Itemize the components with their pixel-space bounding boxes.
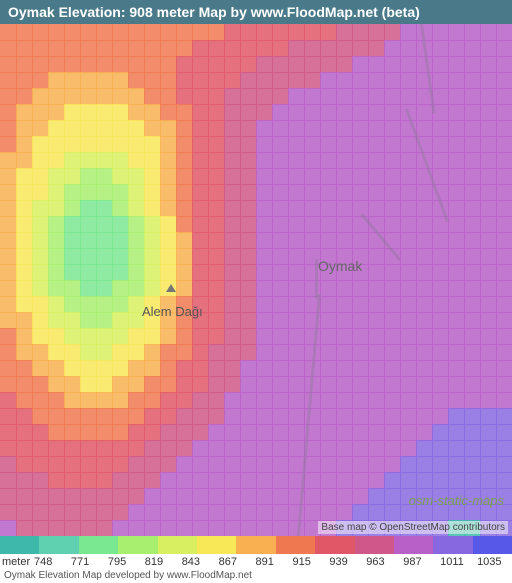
legend-swatch — [79, 536, 118, 554]
page-title: Oymak Elevation: 908 meter Map by www.Fl… — [8, 4, 420, 20]
legend-swatch — [394, 536, 433, 554]
peak-triangle-icon — [166, 284, 176, 292]
legend-caption: Oymak Elevation Map developed by www.Flo… — [0, 568, 512, 583]
legend-value: 915 — [290, 556, 327, 568]
heatmap-layer — [0, 24, 512, 536]
legend-value: 1035 — [475, 556, 512, 568]
legend-swatch — [276, 536, 315, 554]
legend-swatch — [39, 536, 78, 554]
legend-value: 771 — [69, 556, 106, 568]
legend-value: 987 — [401, 556, 438, 568]
legend-value: 939 — [327, 556, 364, 568]
legend-swatch — [315, 536, 354, 554]
legend-labels: 7487717958198438678919159399639871011103… — [0, 554, 512, 568]
legend-unit: meter — [2, 556, 30, 568]
legend-value: 1011 — [438, 556, 475, 568]
legend-swatch — [0, 536, 39, 554]
legend-swatch — [433, 536, 472, 554]
peak-label: Alem Dağı — [142, 304, 203, 319]
legend-swatch — [236, 536, 275, 554]
legend-value: 819 — [143, 556, 180, 568]
osm-credit: osm-static-maps — [409, 493, 504, 508]
map-attribution: Base map © OpenStreetMap contributors — [318, 521, 508, 534]
legend-value: 795 — [106, 556, 143, 568]
place-label: Oymak — [318, 258, 362, 274]
legend-swatch — [197, 536, 236, 554]
title-bar: Oymak Elevation: 908 meter Map by www.Fl… — [0, 0, 512, 24]
legend-swatch — [355, 536, 394, 554]
elevation-legend: meter 7487717958198438678919159399639871… — [0, 536, 512, 582]
legend-value: 891 — [254, 556, 291, 568]
legend-value: 867 — [217, 556, 254, 568]
legend-swatch — [158, 536, 197, 554]
legend-gradient — [0, 536, 512, 554]
legend-swatch — [473, 536, 512, 554]
legend-value: 843 — [180, 556, 217, 568]
legend-swatch — [118, 536, 157, 554]
elevation-map: Alem Dağı Oymak osm-static-maps Base map… — [0, 24, 512, 536]
legend-value: 963 — [364, 556, 401, 568]
